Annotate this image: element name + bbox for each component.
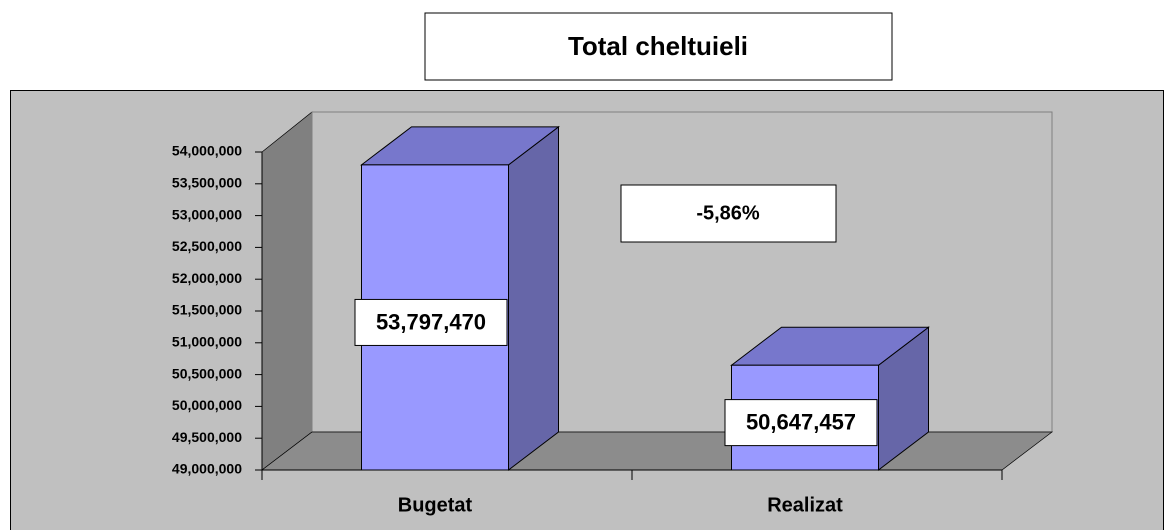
x-tick-label: Realizat [767, 494, 843, 516]
y-tick-label: 52,000,000 [172, 270, 242, 286]
y-tick-label: 54,000,000 [172, 143, 242, 159]
y-tick-label: 52,500,000 [172, 238, 242, 254]
y-tick-label: 49,000,000 [172, 461, 242, 477]
y-tick-label: 53,000,000 [172, 206, 242, 222]
value-label-box [724, 399, 878, 447]
y-tick-label: 50,000,000 [172, 397, 242, 413]
chart-title: Total cheltuieli [568, 31, 748, 61]
y-tick-label: 49,500,000 [172, 429, 242, 445]
value-label-box [354, 298, 508, 346]
side-wall [261, 111, 313, 471]
y-tick-label: 51,000,000 [172, 334, 242, 350]
bar-side [508, 125, 559, 472]
annotation: -5,86% [696, 202, 760, 224]
title-box [424, 12, 893, 81]
annotation-box [620, 184, 837, 243]
value-label: 53,797,470 [376, 309, 486, 334]
x-tick-label: Bugetat [398, 494, 473, 516]
y-tick-label: 51,500,000 [172, 302, 242, 318]
value-label: 50,647,457 [746, 409, 856, 434]
y-tick-label: 53,500,000 [172, 175, 242, 191]
y-tick-label: 50,500,000 [172, 365, 242, 381]
